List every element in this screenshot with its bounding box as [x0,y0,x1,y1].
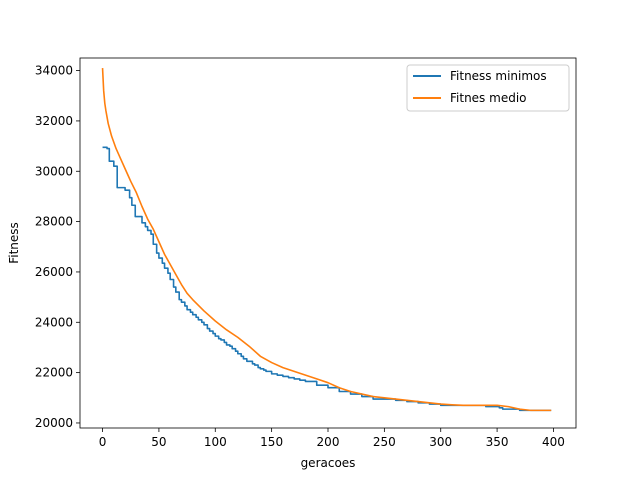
x-tick-label: 250 [373,435,396,449]
x-axis-label: geracoes [301,456,356,470]
y-axis-label: Fitness [7,222,21,264]
x-tick-label: 350 [486,435,509,449]
y-tick-label: 30000 [35,164,73,178]
x-tick-label: 200 [317,435,340,449]
y-tick-label: 26000 [35,265,73,279]
legend-box [406,64,570,112]
y-axis: 20000 22000 24000 26000 28000 30000 32000 34000 [35,64,80,430]
legend: Fitness minimos Fitnes medio [406,64,570,112]
x-tick-label: 400 [542,435,565,449]
y-tick-label: 28000 [35,215,73,229]
series-line-fitness-minimos [102,146,552,412]
legend-label-fitnes-medio: Fitnes medio [450,91,527,105]
series-line-fitnes-medio [101,68,552,412]
x-tick-label: 300 [429,435,452,449]
series-layer [101,68,552,412]
legend-label-fitness-minimos: Fitness minimos [450,69,547,83]
x-axis: 0 50 100 150 200 250 300 350 400 [99,428,565,449]
y-tick-label: 24000 [35,315,73,329]
x-tick-label: 150 [260,435,283,449]
y-tick-label: 34000 [35,64,73,78]
x-tick-label: 0 [99,435,107,449]
y-tick-label: 22000 [35,366,73,380]
plot-background [80,58,576,428]
y-tick-label: 32000 [35,114,73,128]
x-tick-label: 100 [204,435,227,449]
y-tick-label: 20000 [35,416,73,430]
x-tick-label: 50 [151,435,166,449]
